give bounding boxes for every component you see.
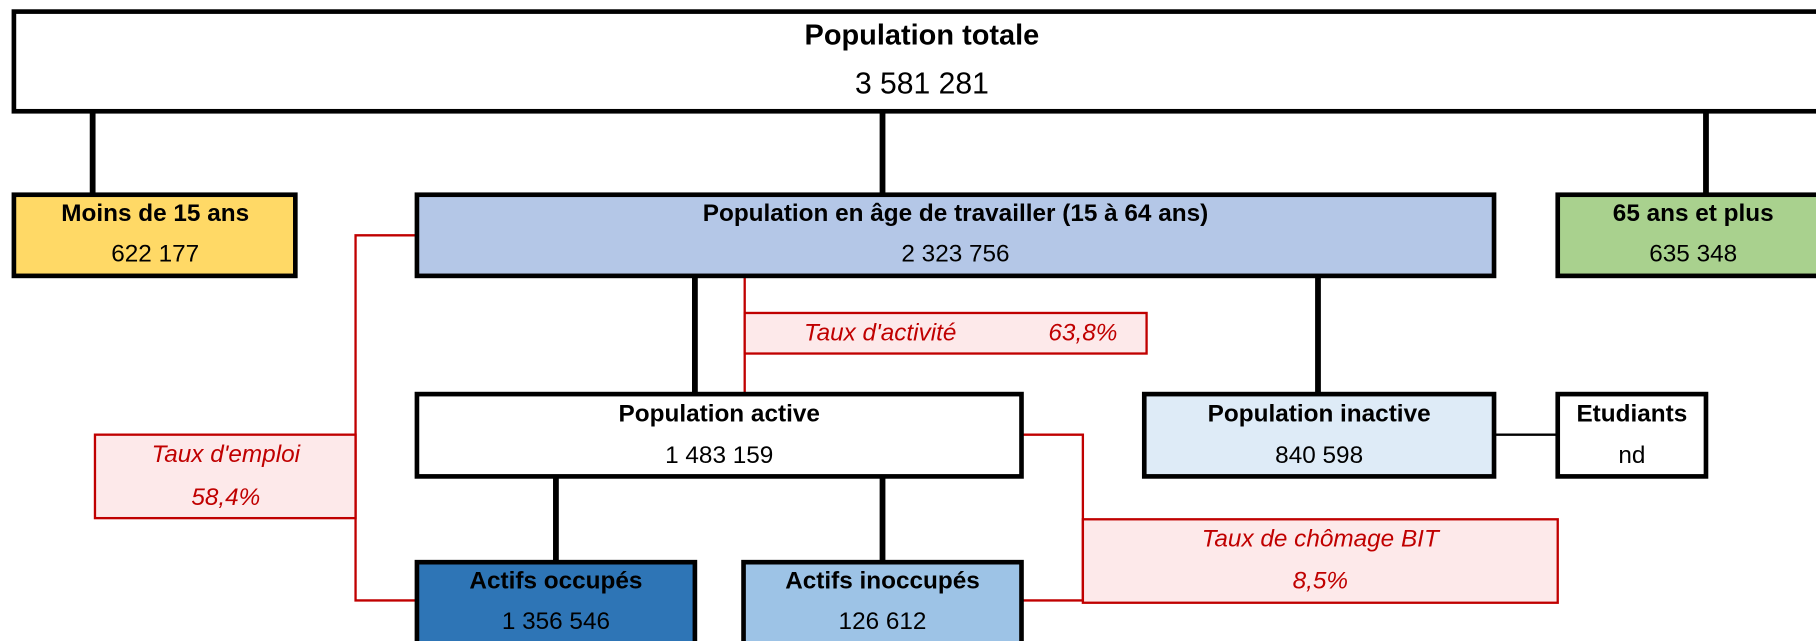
node-value: 3 581 281 <box>855 68 989 101</box>
node-label: Actifs occupés <box>469 567 642 594</box>
node-value: 840 598 <box>1275 442 1363 469</box>
rate-value: 63,8% <box>1048 319 1117 346</box>
node-value: nd <box>1618 442 1645 469</box>
node-label: Population active <box>619 400 820 427</box>
node-value: 126 612 <box>839 608 927 635</box>
node-label: Population inactive <box>1208 400 1431 427</box>
rate-label: Taux d'activité <box>804 319 956 346</box>
node-value: 622 177 <box>111 240 199 267</box>
node-box <box>11 192 298 279</box>
node-label: Etudiants <box>1576 400 1687 427</box>
rate-label: Taux de chômage BIT <box>1202 526 1441 553</box>
rate-value: 8,5% <box>1293 567 1348 594</box>
node-box <box>1555 391 1709 479</box>
rate-box <box>93 433 357 520</box>
rate-value: 58,4% <box>191 484 260 511</box>
node-box <box>1555 192 1816 279</box>
node-box <box>414 559 698 641</box>
node-label: Population totale <box>805 20 1040 52</box>
rate-box <box>1081 518 1559 604</box>
node-value: 635 348 <box>1649 240 1737 267</box>
node-box <box>414 391 1024 479</box>
node-label: Moins de 15 ans <box>61 200 249 227</box>
rate-label: Taux d'emploi <box>152 441 301 468</box>
connectors <box>89 111 1709 602</box>
node-box <box>11 9 1816 114</box>
node-label: Population en âge de travailler (15 à 64… <box>703 200 1208 227</box>
node-label: 65 ans et plus <box>1613 200 1774 227</box>
node-box <box>741 559 1024 641</box>
node-box <box>1141 391 1497 479</box>
node-label: Actifs inoccupés <box>785 567 980 594</box>
node-value: 1 483 159 <box>665 442 773 469</box>
node-box <box>414 192 1497 279</box>
rate-box <box>743 311 1148 355</box>
node-value: 1 356 546 <box>502 608 610 635</box>
node-value: 2 323 756 <box>901 240 1009 267</box>
